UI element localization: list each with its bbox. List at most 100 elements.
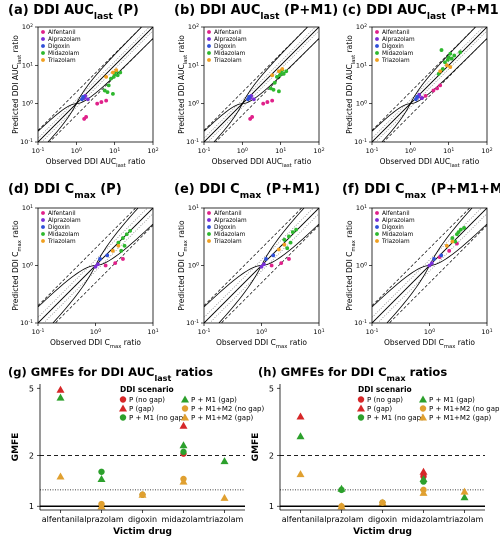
data-point bbox=[179, 441, 188, 449]
x-axis-label: Victim drug bbox=[113, 527, 172, 537]
x-axis-label: Observed DDI AUClast ratio bbox=[46, 157, 146, 169]
data-point bbox=[250, 115, 255, 119]
data-point bbox=[452, 53, 457, 58]
legend-label: Midazolam bbox=[48, 51, 80, 57]
x-tick-label: 101 bbox=[313, 328, 324, 337]
data-point bbox=[419, 488, 428, 496]
data-point bbox=[284, 69, 289, 74]
data-point bbox=[427, 263, 432, 268]
legend-label: P + M1 (gap) bbox=[429, 396, 475, 404]
data-point bbox=[111, 74, 116, 79]
limit-125-upper-line bbox=[38, 27, 150, 139]
legend-label: Alfentanil bbox=[382, 30, 410, 36]
guest-upper-curve bbox=[204, 208, 305, 308]
legend-label: P (no gap) bbox=[367, 396, 403, 404]
x-axis-label: Observed DDI Cmax ratio bbox=[384, 338, 475, 350]
legend-label: Alfentanil bbox=[48, 211, 76, 217]
y-tick-label: 101 bbox=[188, 204, 199, 213]
legend-marker bbox=[207, 218, 211, 222]
data-point bbox=[106, 83, 111, 88]
x-tick-label: 101 bbox=[275, 147, 286, 156]
scatter-panel-0: (a) DDI AUClast (P) 10-110-1 100 100 101 101 1… bbox=[8, 3, 159, 169]
panel-title: (g) GMFEs for DDI AUClast ratios bbox=[8, 365, 213, 383]
data-point bbox=[296, 412, 305, 420]
scatter-panel-3: (d) DDI Cmax (P) 10-110-1 100 100 101 101 Obse… bbox=[8, 182, 159, 350]
scatter-panel-2: (c) DDI AUClast (P+M1+M2) 10-110-1 100 100 1… bbox=[342, 3, 500, 169]
data-point bbox=[438, 69, 443, 74]
category-label: midazolam bbox=[401, 515, 445, 524]
legend-marker bbox=[419, 413, 427, 421]
twofold-upper-line bbox=[204, 208, 303, 306]
data-point bbox=[99, 100, 104, 104]
scatter-panel-1: (b) DDI AUClast (P+M1) 10-110-1 100 100 101 1… bbox=[174, 3, 338, 169]
data-point bbox=[271, 87, 276, 92]
y-tick-label: 100 bbox=[22, 261, 33, 270]
legend-label: Alfentanil bbox=[382, 211, 410, 217]
legend-label: Alfentanil bbox=[48, 30, 76, 36]
legend-marker bbox=[375, 239, 379, 243]
data-point bbox=[450, 236, 455, 240]
legend-label: Midazolam bbox=[214, 232, 246, 238]
legend-label: Alprazolam bbox=[214, 37, 247, 43]
legend-label: P (no gap) bbox=[129, 396, 165, 404]
data-point bbox=[444, 243, 449, 248]
data-point bbox=[280, 67, 285, 71]
legend-marker bbox=[207, 232, 211, 236]
plot-frame bbox=[371, 26, 488, 143]
y-tick-label: 10-1 bbox=[186, 319, 199, 328]
legend-label: P (gap) bbox=[367, 405, 392, 413]
twofold-lower-line bbox=[220, 225, 319, 323]
legend-label: P + M1+M2 (gap) bbox=[429, 414, 492, 422]
guest-upper-curve bbox=[38, 27, 143, 132]
y-tick-label: 10-1 bbox=[20, 138, 33, 147]
y-tick-label: 10-1 bbox=[354, 319, 367, 328]
data-point bbox=[98, 257, 102, 261]
legend-marker bbox=[207, 30, 211, 34]
data-point bbox=[438, 83, 443, 88]
x-axis-label: Observed DDI AUClast ratio bbox=[212, 157, 312, 169]
data-point bbox=[97, 475, 106, 483]
legend-marker bbox=[357, 404, 365, 412]
limit-125-lower-line bbox=[43, 213, 153, 323]
data-point bbox=[279, 261, 284, 266]
data-point bbox=[337, 502, 346, 510]
data-point bbox=[419, 96, 424, 100]
data-point bbox=[287, 257, 291, 261]
data-point bbox=[271, 253, 276, 258]
data-point bbox=[460, 487, 469, 495]
data-point bbox=[111, 91, 115, 96]
data-point bbox=[453, 239, 458, 244]
y-tick-label: 102 bbox=[188, 23, 199, 32]
data-point bbox=[103, 263, 108, 268]
guest-lower-curve bbox=[47, 38, 153, 142]
legend-label: Digoxin bbox=[382, 44, 404, 50]
x-tick-label: 101 bbox=[109, 147, 120, 156]
legend-label: P (gap) bbox=[129, 405, 154, 413]
data-point bbox=[113, 261, 118, 266]
y-axis-label: GMFE bbox=[251, 433, 261, 462]
y-tick-label: 101 bbox=[22, 204, 33, 213]
legend-label: Midazolam bbox=[214, 51, 246, 57]
data-point bbox=[419, 475, 428, 483]
x-axis-label: Observed DDI Cmax ratio bbox=[50, 338, 141, 350]
data-point bbox=[415, 95, 419, 99]
data-point bbox=[121, 257, 125, 261]
data-point bbox=[281, 71, 286, 76]
legend-label: P + M1 (gap) bbox=[191, 396, 237, 404]
legend-label: Alfentanil bbox=[214, 211, 242, 217]
legend-label: Triazolam bbox=[381, 58, 410, 64]
data-point bbox=[462, 226, 467, 230]
legend-marker bbox=[375, 37, 379, 41]
legend-label: Midazolam bbox=[382, 51, 414, 57]
data-point bbox=[85, 97, 90, 102]
legend-marker bbox=[181, 405, 189, 412]
data-point bbox=[432, 257, 436, 261]
x-tick-label: 102 bbox=[481, 147, 492, 156]
legend-marker bbox=[119, 414, 127, 421]
legend-label: Triazolam bbox=[213, 239, 242, 245]
category-label: alfentanil bbox=[42, 515, 80, 524]
legend-label: P + M1 (no gap) bbox=[129, 414, 186, 422]
data-point bbox=[447, 248, 452, 253]
y-axis-label: GMFE bbox=[11, 433, 21, 462]
data-point bbox=[270, 73, 275, 78]
